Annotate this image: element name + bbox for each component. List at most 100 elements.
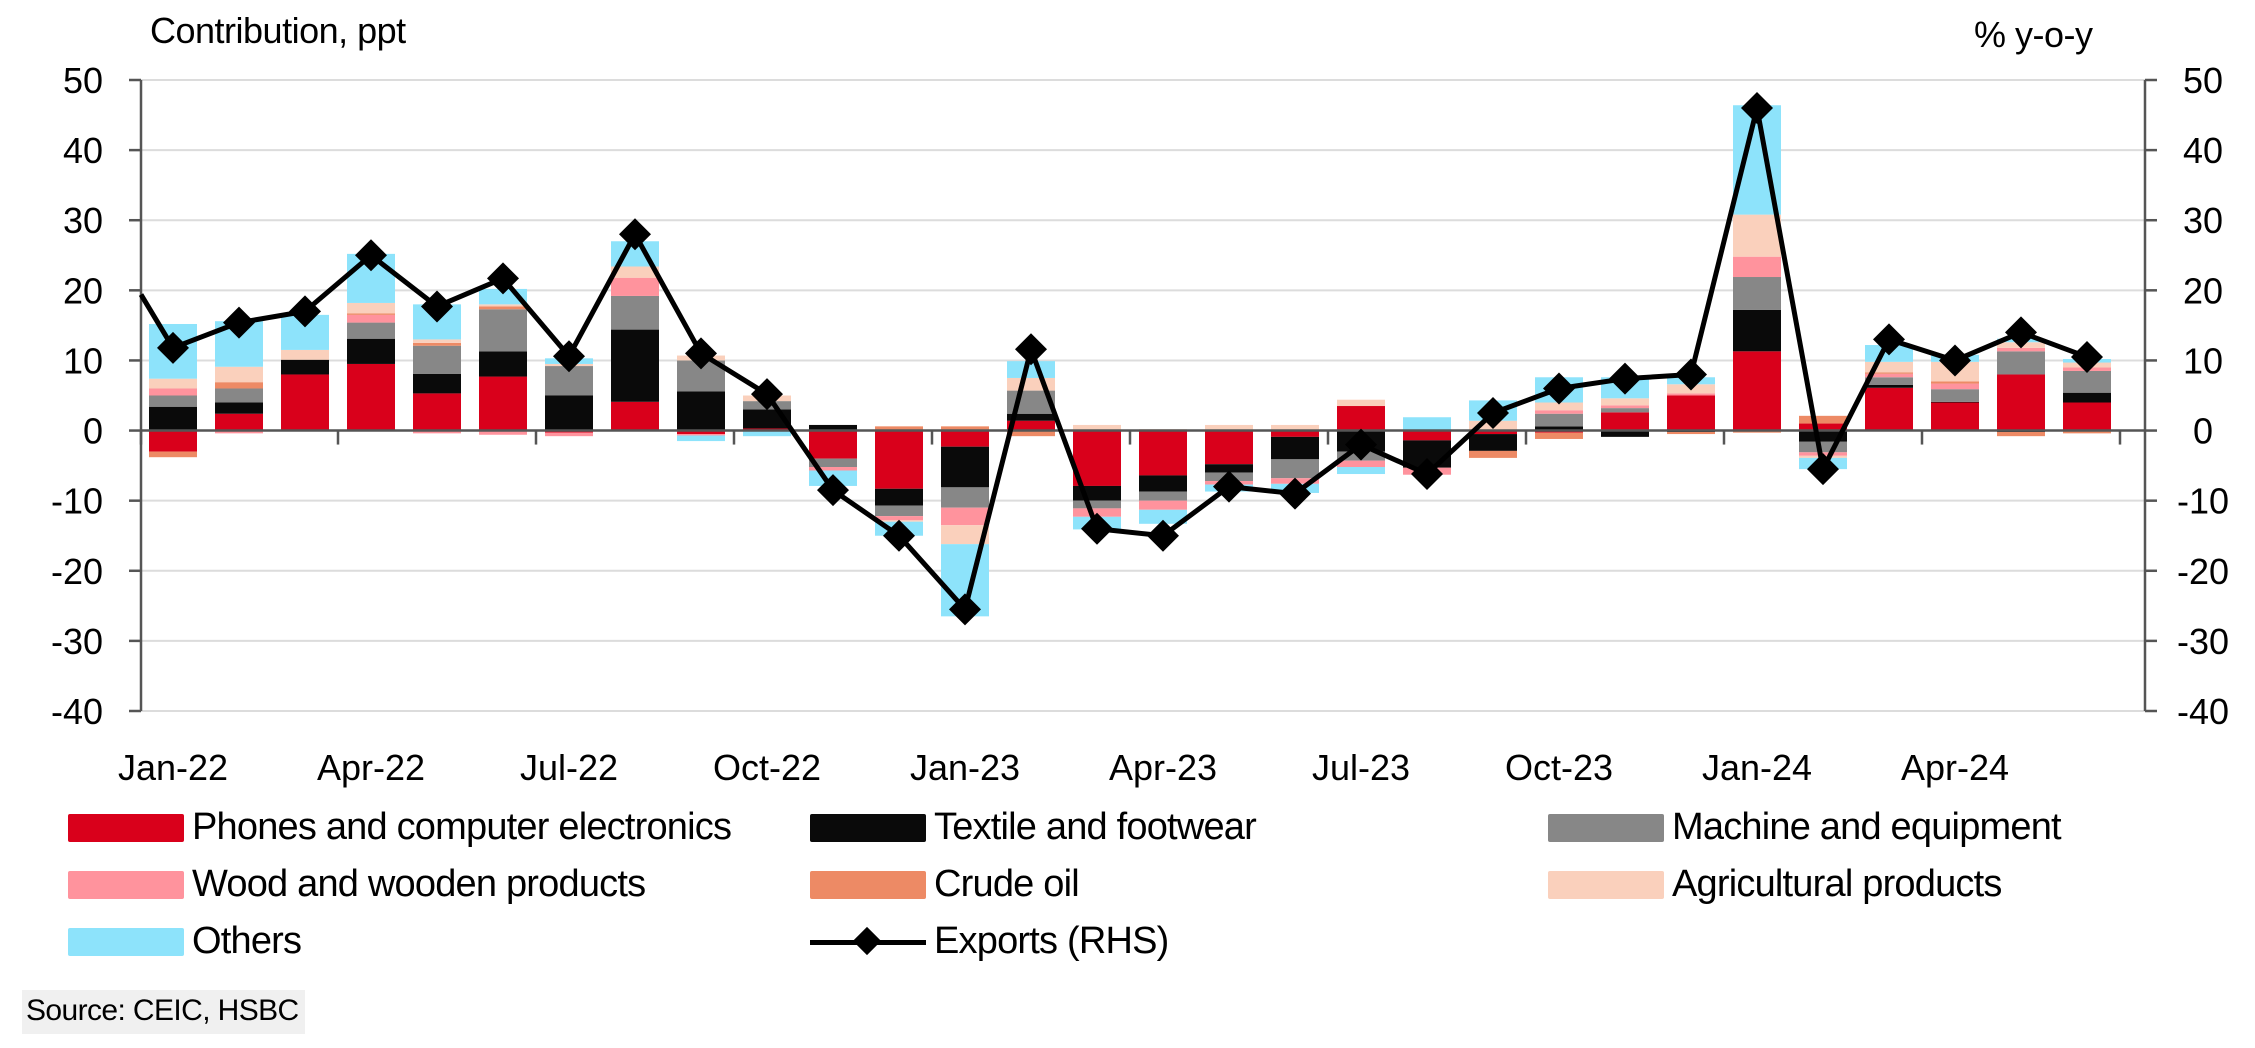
bar-segment-textile-and-footwear — [215, 402, 263, 414]
exports-point-dec-23 — [1675, 358, 1707, 391]
right-y-tick-label: -10 — [2177, 481, 2229, 522]
bar-segment-textile-and-footwear — [347, 338, 395, 364]
bar-segment-crude-oil — [479, 306, 527, 310]
bar-segment-machine-and-equipment — [1139, 491, 1187, 501]
legend-label-exports: Exports (RHS) — [934, 920, 1169, 962]
legend-label-crude-oil: Crude oil — [934, 863, 1080, 905]
left-y-tick-label: 0 — [83, 411, 103, 452]
exports-point-jan-23 — [949, 593, 981, 626]
legend-line-diamond-icon — [810, 926, 926, 956]
left-y-tick-label: 10 — [63, 340, 103, 381]
bar-segment-phones-and-computer-electronics — [413, 393, 461, 431]
bar-segment-agricultural-products — [1733, 214, 1781, 257]
exports-point-feb-23 — [1015, 333, 1047, 366]
bar-segment-phones-and-computer-electronics — [1997, 374, 2045, 431]
right-y-tick-label: -20 — [2177, 551, 2229, 592]
bar-segment-machine-and-equipment — [215, 388, 263, 403]
x-tick-label: Oct-23 — [1505, 747, 1613, 788]
legend-item-machine: Machine and equipment — [1548, 806, 2062, 849]
right-y-tick-label: 40 — [2183, 130, 2223, 171]
bar-segment-machine-and-equipment — [479, 309, 527, 352]
bar-segment-crude-oil — [1007, 430, 1055, 437]
legend-item-others: Others — [68, 920, 302, 963]
bar-segment-crude-oil — [413, 342, 461, 346]
legend-swatch-wood — [68, 870, 184, 899]
exports-point-jul-23 — [1345, 428, 1377, 461]
exports-point-may-22 — [421, 290, 453, 323]
bar-segment-machine-and-equipment — [809, 458, 857, 468]
bar-segment-machine-and-equipment — [1931, 389, 1979, 402]
x-tick-label: Jul-22 — [520, 747, 618, 788]
gridlines — [141, 79, 2145, 712]
exports-point-sep-23 — [1477, 397, 1509, 430]
bar-segment-crude-oil — [941, 426, 989, 431]
exports-point-feb-24 — [1807, 453, 1839, 486]
bar-segment-phones-and-computer-electronics — [875, 430, 923, 489]
bar-segment-machine-and-equipment — [1997, 351, 2045, 375]
bar-segment-wood-and-wooden-products — [1733, 256, 1781, 278]
x-tick-label: Oct-22 — [713, 747, 821, 788]
bar-segment-machine-and-equipment — [1733, 277, 1781, 310]
x-tick-label: Jan-23 — [910, 747, 1020, 788]
exports-point-apr-23 — [1147, 519, 1179, 552]
bar-segment-agricultural-products — [215, 366, 263, 383]
bar-segment-wood-and-wooden-products — [1139, 500, 1187, 510]
legend-item-crude-oil: Crude oil — [810, 863, 1080, 906]
exports-point-may-24 — [2005, 316, 2037, 349]
bar-segment-textile-and-footwear — [479, 351, 527, 377]
bar-segment-machine-and-equipment — [2063, 370, 2111, 393]
legend-label-wood: Wood and wooden products — [192, 863, 646, 905]
legend-swatch-crude-oil — [810, 870, 926, 899]
bar-segment-phones-and-computer-electronics — [1139, 430, 1187, 476]
bar-segment-agricultural-products — [281, 349, 329, 360]
bar-segment-phones-and-computer-electronics — [1865, 387, 1913, 431]
exports-point-oct-23 — [1543, 372, 1575, 405]
bar-segment-phones-and-computer-electronics — [1601, 412, 1649, 431]
right-y-tick-label: -30 — [2177, 621, 2229, 662]
bar-segment-phones-and-computer-electronics — [1007, 420, 1055, 431]
right-axis-title: % y-o-y — [1974, 14, 2093, 55]
bar-segment-machine-and-equipment — [1601, 408, 1649, 413]
bar-segment-agricultural-products — [941, 525, 989, 545]
bar-segment-machine-and-equipment — [875, 505, 923, 517]
left-y-tick-label: -20 — [51, 551, 103, 592]
exports-line — [138, 92, 2103, 626]
x-tick-label: Jul-23 — [1312, 747, 1410, 788]
legend-item-agricultural: Agricultural products — [1548, 863, 2002, 906]
bar-segment-machine-and-equipment — [1535, 413, 1583, 427]
bar-segment-phones-and-computer-electronics — [611, 401, 659, 431]
legend-label-phones: Phones and computer electronics — [192, 806, 732, 848]
left-y-tick-label: -10 — [51, 481, 103, 522]
exports-point-mar-24 — [1873, 323, 1905, 356]
legend-label-agricultural: Agricultural products — [1672, 863, 2002, 905]
bar-segment-agricultural-products — [1865, 361, 1913, 373]
bar-segment-textile-and-footwear — [1139, 475, 1187, 492]
bar-segment-phones-and-computer-electronics — [2063, 402, 2111, 431]
bar-segment-agricultural-products — [1535, 402, 1583, 411]
axes — [129, 78, 2157, 713]
x-tick-label: Apr-24 — [1901, 747, 2009, 788]
exports-point-mar-23 — [1081, 512, 1113, 545]
bar-segment-crude-oil — [149, 451, 197, 458]
bar-segment-agricultural-products — [1271, 424, 1319, 431]
bar-segment-agricultural-products — [413, 339, 461, 343]
bar-segment-wood-and-wooden-products — [479, 430, 527, 435]
bar-segment-textile-and-footwear — [545, 395, 593, 431]
bar-segment-phones-and-computer-electronics — [1931, 402, 1979, 431]
bar-segment-machine-and-equipment — [149, 395, 197, 407]
bar-segment-agricultural-products — [1601, 398, 1649, 406]
bar-segment-wood-and-wooden-products — [347, 314, 395, 323]
bar-segment-wood-and-wooden-products — [545, 432, 593, 437]
bar-segment-crude-oil — [1799, 415, 1847, 424]
bar-segment-wood-and-wooden-products — [1931, 383, 1979, 390]
legend-label-machine: Machine and equipment — [1672, 806, 2062, 848]
bar-segment-wood-and-wooden-products — [215, 430, 263, 434]
bar-segment-crude-oil — [215, 382, 263, 389]
bar-segment-textile-and-footwear — [941, 446, 989, 488]
bar-segment-crude-oil — [1667, 431, 1715, 435]
right-y-tick-label: 30 — [2183, 200, 2223, 241]
exports-point-jan-22 — [157, 331, 189, 364]
bar-segment-wood-and-wooden-products — [413, 430, 461, 434]
x-tick-label: Jan-22 — [118, 747, 228, 788]
bar-segment-others — [743, 430, 791, 437]
